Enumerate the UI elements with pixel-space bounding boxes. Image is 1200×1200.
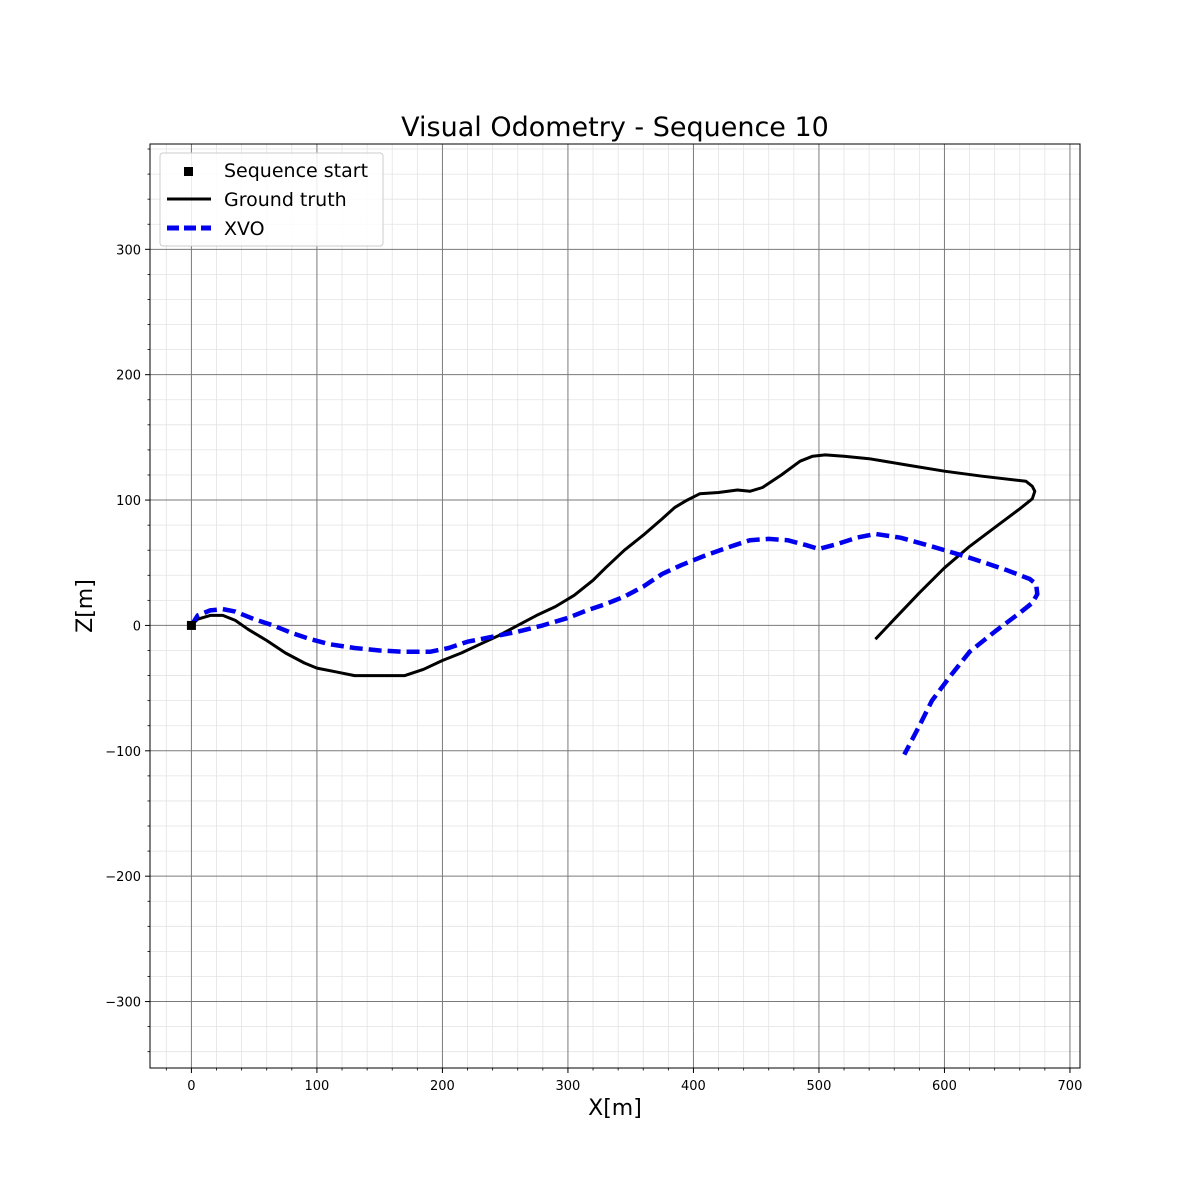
x-tick-label: 200 [430,1079,455,1094]
plot-frame [149,143,1081,1069]
sequence-start-marker [186,620,196,630]
legend-marker-sequence-start [184,167,193,176]
y-tick-label: −300 [105,996,141,1011]
legend: Sequence start Ground truth XVO [159,152,384,247]
y-tick-label: 100 [116,494,141,509]
x-tick-label: 300 [556,1079,581,1094]
ticks-layer: 0 100 200 300 400 500 600 700 −300 −200 −100 0 100 20… [105,148,1083,1094]
y-tick-label: −200 [105,870,141,885]
y-tick-label: 300 [116,243,141,258]
x-tick-label: 400 [681,1079,706,1094]
series-line-xvo [189,531,1040,756]
legend-label-sequence-start: Sequence start [224,160,368,182]
major-grid [150,144,1080,1068]
chart-title: Visual Odometry - Sequence 10 [401,112,829,143]
legend-box [159,152,384,247]
y-axis-title: Z[m] [73,579,98,633]
x-tick-label: 0 [187,1079,195,1094]
series-line-ground-truth [190,453,1037,678]
x-tick-label: 100 [305,1079,330,1094]
x-tick-label: 700 [1058,1079,1083,1094]
x-tick-label: 500 [807,1079,832,1094]
y-tick-label: 200 [116,369,141,384]
series-layer [186,453,1040,756]
plot-area [150,144,1080,1068]
legend-label-xvo: XVO [224,218,265,240]
y-tick-label: −100 [105,745,141,760]
x-axis-title: X[m] [588,1096,642,1121]
legend-label-ground-truth: Ground truth [224,189,347,211]
x-tick-label: 600 [932,1079,957,1094]
y-tick-label: 0 [133,619,141,634]
